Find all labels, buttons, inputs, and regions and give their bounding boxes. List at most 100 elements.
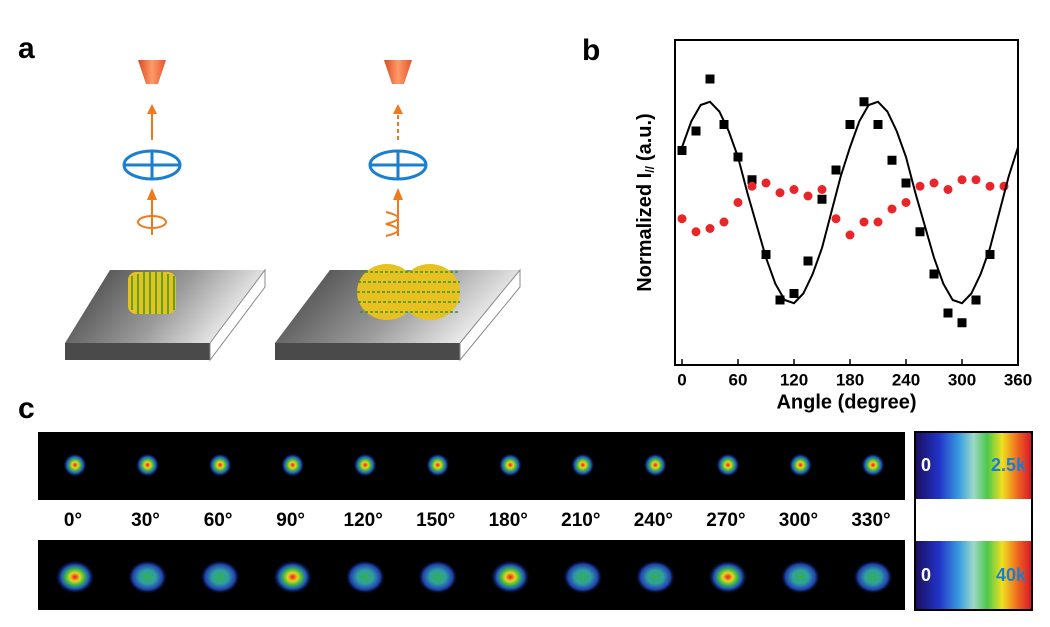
y-axis-label-part: Normalized I: [634, 173, 656, 292]
angle-label: 150°: [416, 510, 455, 531]
fit-line: [681, 100, 1019, 305]
angle-label: 90°: [276, 510, 305, 531]
angle-label: 180°: [489, 510, 528, 531]
angle-label: 330°: [851, 510, 890, 531]
data-point: [831, 165, 841, 175]
data-point: [971, 175, 981, 185]
x-tick-label: 0: [677, 370, 686, 389]
spot-bottom: [345, 560, 386, 594]
panel-label: b: [582, 34, 600, 67]
data-point: [789, 185, 799, 194]
colorbar: [916, 433, 1031, 499]
spot-top: [643, 453, 668, 477]
data-point: [831, 214, 841, 224]
colorbar-min: 0: [921, 455, 931, 475]
data-point: [705, 74, 715, 84]
angle-label: 270°: [706, 510, 745, 531]
data-point: [915, 181, 925, 191]
spot-top: [208, 453, 233, 477]
x-tick-label: 300: [948, 370, 976, 389]
colorbar: [916, 541, 1031, 609]
x-tick-label: 120: [780, 370, 808, 389]
angle-label: 300°: [779, 510, 818, 531]
data-point: [845, 120, 855, 129]
data-point: [803, 256, 813, 266]
plot-frame: [674, 39, 1019, 366]
x-tick-label: 180: [836, 370, 864, 389]
label-band: [38, 500, 905, 540]
data-point: [901, 178, 911, 188]
spot-bottom: [707, 560, 748, 594]
data-point: [705, 224, 715, 233]
spot-bottom: [562, 560, 603, 594]
data-point: [845, 230, 855, 240]
data-point: [691, 126, 701, 136]
x-tick-label: 360: [1004, 370, 1032, 389]
data-point: [747, 181, 757, 191]
colorbar-min: 0: [921, 565, 931, 585]
spot-bottom: [490, 560, 531, 594]
spot-top: [135, 453, 160, 477]
spot-top: [788, 453, 813, 477]
schematic-right: [275, 60, 521, 362]
data-point: [677, 146, 687, 155]
spot-top: [63, 453, 87, 477]
angle-label: 60°: [204, 510, 233, 531]
spot-bottom: [55, 560, 95, 594]
data-point: [775, 188, 785, 198]
angle-label: 240°: [634, 510, 673, 531]
spot-bottom: [127, 560, 168, 594]
panel-label: a: [18, 32, 35, 65]
data-point: [957, 175, 967, 185]
colorbar-max: 40k: [996, 565, 1027, 585]
data-point: [929, 178, 939, 188]
x-tick-label: 60: [729, 370, 748, 389]
colorbar-max: 2.5k: [991, 455, 1027, 475]
data-point: [761, 178, 771, 188]
data-point: [887, 204, 897, 214]
spot-top: [280, 453, 305, 477]
spot-top: [715, 453, 740, 477]
spot-bottom: [200, 560, 241, 594]
data-point: [943, 185, 953, 194]
data-point: [859, 97, 869, 107]
data-point: [901, 198, 911, 207]
data-point: [817, 194, 827, 204]
spot-bottom: [635, 560, 676, 594]
data-point: [957, 318, 967, 328]
data-point: [789, 289, 799, 298]
angle-label: 30°: [131, 510, 160, 531]
data-point: [719, 217, 729, 227]
data-point: [747, 175, 757, 185]
data-point: [915, 227, 925, 237]
angle-label: 210°: [561, 510, 600, 531]
data-point: [985, 250, 995, 259]
y-axis-label-part: //: [643, 165, 657, 172]
schematic-left: [65, 60, 266, 362]
data-point: [873, 120, 883, 129]
spot-top: [861, 453, 885, 477]
data-point: [691, 227, 701, 237]
data-point: [677, 214, 687, 224]
y-axis-label-part: (a.u.): [634, 113, 656, 161]
data-point: [971, 295, 981, 305]
spot-top: [498, 453, 523, 477]
panel-label: c: [18, 392, 35, 425]
spot-bottom: [853, 560, 893, 594]
spot-bottom: [272, 560, 313, 594]
data-point: [859, 217, 869, 227]
data-point: [873, 217, 883, 227]
data-point: [803, 191, 813, 201]
spot-bottom: [780, 560, 821, 594]
angle-label: 0°: [64, 510, 82, 531]
spot-top: [570, 453, 595, 477]
data-point: [887, 155, 897, 165]
data-point: [817, 185, 827, 194]
y-axis-label: Normalized I// (a.u.): [634, 113, 657, 291]
angle-label: 120°: [344, 510, 383, 531]
data-point: [719, 120, 729, 129]
spots: [55, 453, 893, 594]
spot-top: [425, 453, 450, 477]
x-axis-label: Angle (degree): [776, 391, 916, 413]
